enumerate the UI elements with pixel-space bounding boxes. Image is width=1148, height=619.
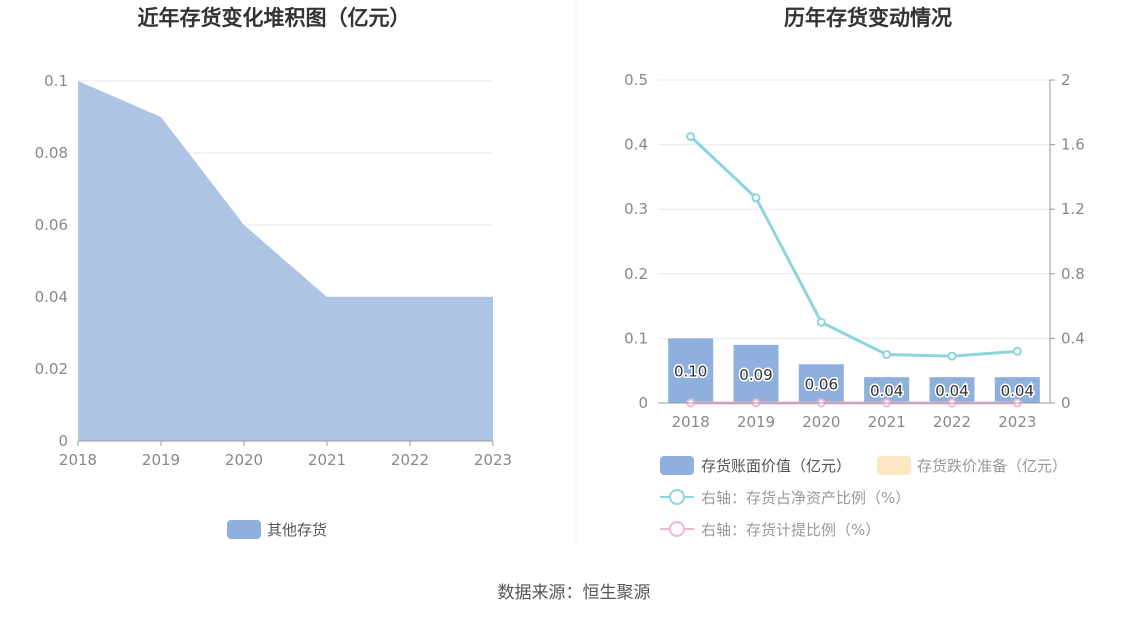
left-x-tick-label: 2019 bbox=[142, 451, 180, 469]
legend-item-provision-ratio[interactable]: 右轴：存货计提比例（%） bbox=[660, 521, 880, 539]
legend-marker-provision-ratio bbox=[669, 521, 685, 537]
bar-value-label: 0.10 bbox=[674, 363, 707, 381]
bar-value-label: 0.04 bbox=[870, 382, 903, 400]
right-y-left-tick-label: 0.4 bbox=[624, 136, 648, 154]
right-bars: 0.10 0.09 0.06 0.04 0.04 0.04 bbox=[668, 338, 1040, 403]
line-net-asset-ratio bbox=[689, 135, 1018, 358]
bar-book-value bbox=[733, 344, 779, 403]
right-x-tick-label: 2020 bbox=[802, 413, 840, 431]
right-y-right-tick-label: 1.2 bbox=[1061, 200, 1085, 218]
right-y-right-tick-label: 1.6 bbox=[1061, 136, 1085, 154]
left-y-tick-label: 0.06 bbox=[35, 216, 68, 234]
left-x-tick-label: 2020 bbox=[225, 451, 263, 469]
right-y-left-tick-label: 0.3 bbox=[624, 200, 648, 218]
right-chart-title: 历年存货变动情况 bbox=[784, 6, 952, 30]
right-x-tick-label: 2018 bbox=[672, 413, 710, 431]
right-axes: 0 0.1 0.2 0.3 0.4 0.5 0 0.4 0.8 1.2 1.6 2 2018 2019 20… bbox=[624, 71, 1085, 431]
right-x-tick-label: 2019 bbox=[737, 413, 775, 431]
right-y-right-tick-label: 2 bbox=[1061, 71, 1071, 89]
left-y-tick-label: 0 bbox=[58, 432, 68, 450]
right-y-right-tick-label: 0 bbox=[1061, 394, 1071, 412]
bar-value-label: 0.09 bbox=[739, 366, 772, 384]
legend-item-impairment[interactable]: 存货跌价准备（亿元） bbox=[877, 456, 1067, 475]
legend-item-book-value[interactable]: 存货账面价值（亿元） bbox=[660, 456, 851, 475]
bar-book-value bbox=[798, 364, 844, 403]
point-net-asset-ratio bbox=[686, 132, 696, 142]
left-x-tick-label: 2018 bbox=[59, 451, 97, 469]
left-y-tick-label: 0.08 bbox=[35, 144, 68, 162]
right-y-right-tick-label: 0.8 bbox=[1061, 265, 1085, 283]
bar-value-label: 0.06 bbox=[805, 376, 838, 394]
left-area-series bbox=[78, 81, 493, 441]
left-y-tick-label: 0.04 bbox=[35, 288, 68, 306]
data-source: 数据来源：恒生聚源 bbox=[498, 583, 651, 603]
point-net-asset-ratio bbox=[882, 350, 892, 360]
right-legend[interactable]: 存货账面价值（亿元） 存货跌价准备（亿元） 右轴：存货占净资产比例（%） 右轴：… bbox=[660, 456, 1067, 539]
legend-label-other-inventory: 其他存货 bbox=[267, 521, 327, 539]
left-y-tick-label: 0.02 bbox=[35, 360, 68, 378]
legend-marker-net-asset-ratio bbox=[669, 489, 685, 505]
right-y-right-tick-label: 0.4 bbox=[1061, 329, 1085, 347]
bar-book-value bbox=[668, 338, 714, 403]
left-axes: 0 0.02 0.04 0.06 0.08 0.1 2018 2019 2020 2021 2022… bbox=[35, 72, 513, 469]
right-x-tick-label: 2022 bbox=[933, 413, 971, 431]
right-y-left-tick-label: 0.2 bbox=[624, 265, 648, 283]
right-grid bbox=[658, 79, 1050, 339]
point-net-asset-ratio bbox=[816, 317, 826, 327]
point-net-asset-ratio bbox=[751, 193, 761, 203]
left-chart-title: 近年存货变化堆积图（亿元） bbox=[138, 6, 411, 30]
legend-label-impairment: 存货跌价准备（亿元） bbox=[917, 457, 1067, 475]
legend-label-net-asset-ratio: 右轴：存货占净资产比例（%） bbox=[701, 489, 910, 507]
legend-swatch-book-value bbox=[660, 456, 694, 475]
bar-value-label: 0.04 bbox=[935, 382, 968, 400]
point-net-asset-ratio bbox=[947, 351, 957, 361]
legend-label-book-value: 存货账面价值（亿元） bbox=[701, 457, 851, 475]
legend-swatch-other-inventory bbox=[227, 520, 261, 539]
bar-value-label: 0.04 bbox=[1001, 382, 1034, 400]
right-y-left-tick-label: 0.1 bbox=[624, 329, 648, 347]
legend-swatch-impairment bbox=[877, 456, 911, 475]
right-y-left-tick-label: 0 bbox=[638, 394, 648, 412]
right-x-tick-label: 2021 bbox=[868, 413, 906, 431]
left-x-tick-label: 2023 bbox=[474, 451, 512, 469]
area-other-inventory bbox=[78, 81, 493, 441]
legend-item-net-asset-ratio[interactable]: 右轴：存货占净资产比例（%） bbox=[660, 489, 910, 507]
point-net-asset-ratio bbox=[1012, 346, 1022, 356]
legend-label-provision-ratio: 右轴：存货计提比例（%） bbox=[701, 521, 880, 539]
left-legend[interactable]: 其他存货 bbox=[227, 520, 327, 539]
right-y-left-tick-label: 0.5 bbox=[624, 71, 648, 89]
left-y-tick-label: 0.1 bbox=[44, 72, 68, 90]
left-x-tick-label: 2021 bbox=[308, 451, 346, 469]
right-x-tick-label: 2023 bbox=[998, 413, 1036, 431]
left-x-tick-label: 2022 bbox=[391, 451, 429, 469]
